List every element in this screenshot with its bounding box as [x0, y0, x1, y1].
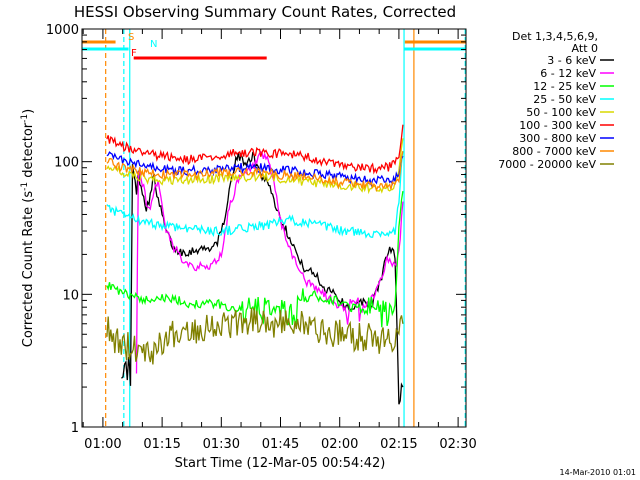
- series-lines: [106, 124, 404, 405]
- y-axis-ticks: 1 10 100 1000: [46, 23, 466, 436]
- series-line-2: [135, 150, 404, 374]
- y-tick-label: 1: [71, 421, 79, 436]
- series-line-9: [106, 307, 404, 365]
- y-tick-label: 10: [62, 288, 79, 303]
- x-tick-label: 02:15: [380, 437, 417, 452]
- flag-bars: S N F: [82, 32, 466, 60]
- y-axis-label: Corrected Count Rate (s-1 detector-1): [20, 109, 36, 347]
- chart-title: HESSI Observing Summary Count Rates, Cor…: [74, 3, 456, 21]
- legend-entry-label: 100 - 300 keV: [519, 119, 596, 132]
- x-tick-label: 01:45: [262, 437, 299, 452]
- plot-frame: [81, 28, 467, 428]
- legend-title-line-2: Att 0: [572, 42, 598, 55]
- flag-label-S: S: [128, 32, 134, 43]
- y-tick-label: 1000: [46, 23, 79, 38]
- y-tick-label: 100: [54, 156, 79, 171]
- flag-label-F: F: [131, 48, 137, 59]
- x-axis-ticks: 01:00 01:15 01:30 01:45 02:00 02:15 02:30: [82, 29, 477, 452]
- legend-entry-label: 3 - 6 keV: [547, 54, 596, 67]
- x-tick-label: 02:00: [321, 437, 358, 452]
- legend-entry-label: 25 - 50 keV: [533, 93, 596, 106]
- x-axis-label: Start Time (12-Mar-05 00:54:42): [175, 456, 386, 471]
- series-line-8: [106, 151, 404, 193]
- series-line-3: [106, 191, 404, 328]
- legend-entry-label: 800 - 7000 keV: [512, 145, 596, 158]
- legend-title-line-1: Det 1,3,4,5,6,9,: [512, 30, 598, 43]
- series-line-4: [106, 151, 404, 239]
- interval-markers: [105, 29, 466, 427]
- x-tick-label: 02:30: [439, 437, 476, 452]
- x-tick-label: 01:00: [84, 437, 121, 452]
- legend-entry-label: 7000 - 20000 keV: [498, 158, 596, 171]
- legend-entry-label: 300 - 800 keV: [519, 132, 596, 145]
- x-tick-label: 01:30: [203, 437, 240, 452]
- series-line-7: [106, 151, 404, 188]
- legend-entry-label: 6 - 12 keV: [540, 67, 596, 80]
- timestamp: 14-Mar-2010 01:01: [560, 468, 637, 477]
- legend-entry-label: 50 - 100 keV: [526, 106, 596, 119]
- flag-label-N: N: [150, 39, 157, 50]
- legend-entry-label: 12 - 25 keV: [533, 80, 596, 93]
- x-tick-label: 01:15: [143, 437, 180, 452]
- series-line-6: [106, 124, 404, 175]
